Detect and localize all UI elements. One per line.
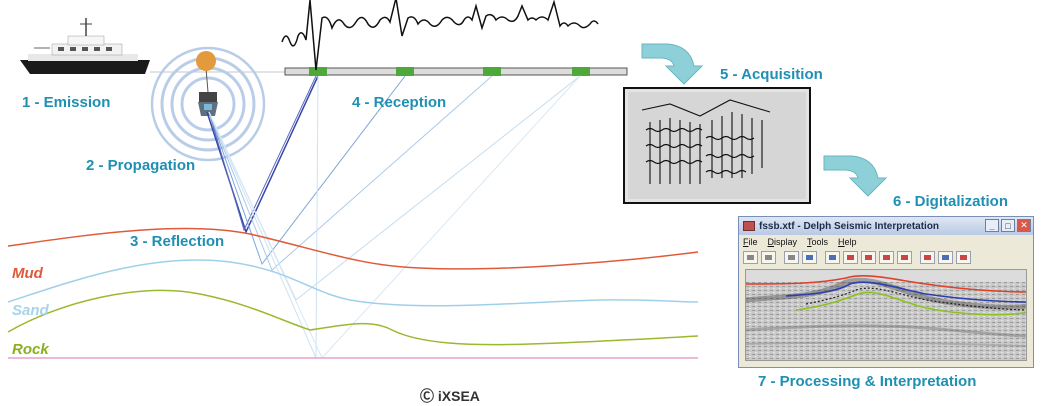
step-reflection-label: 3 - Reflection	[130, 233, 225, 250]
layer-mud-label: Mud	[12, 265, 43, 282]
window-toolbar	[739, 248, 1033, 266]
step-emission-label: 1 - Emission	[22, 94, 111, 111]
step-digitalization-label: 6 - Digitalization	[893, 193, 1009, 210]
select-zoom-icon[interactable]	[938, 250, 953, 264]
step-reception-label: 4 - Reception	[352, 94, 447, 111]
layer-tool-4-icon[interactable]	[897, 250, 912, 264]
layer-tool-3-icon[interactable]	[879, 250, 894, 264]
maximize-button[interactable]: □	[1001, 219, 1015, 232]
buoy-icon	[196, 51, 216, 71]
mud-layer-line	[7, 227, 699, 270]
app-icon	[743, 221, 755, 231]
window-menubar: File Display Tools Help	[739, 235, 1033, 248]
menu-help[interactable]: Help	[838, 236, 857, 247]
layer-tool-2-icon[interactable]	[861, 250, 876, 264]
menu-display[interactable]: Display	[767, 236, 798, 247]
save-icon[interactable]	[761, 250, 776, 264]
menu-tools[interactable]: Tools	[807, 236, 829, 247]
ship-icon	[20, 18, 150, 74]
seismic-profile-view[interactable]	[745, 269, 1027, 361]
window-title: fssb.xtf - Delph Seismic Interpretation	[759, 220, 940, 232]
zoom-icon[interactable]	[825, 250, 840, 264]
seismic-rays	[206, 75, 581, 359]
move-icon[interactable]	[956, 250, 971, 264]
step-acquisition-label: 5 - Acquisition	[720, 66, 823, 83]
window-titlebar: fssb.xtf - Delph Seismic Interpretation …	[739, 217, 1033, 235]
hydrophone-streamer	[284, 67, 628, 76]
print-preview-icon[interactable]	[802, 250, 817, 264]
menu-file[interactable]: File	[743, 236, 758, 247]
layer-rock-label: Rock	[12, 341, 49, 358]
sand-layer-line	[7, 259, 699, 307]
arrow-to-acquisition-icon	[641, 43, 704, 85]
close-button[interactable]: ✕	[1017, 219, 1031, 232]
received-waveform	[281, 0, 599, 71]
layer-tool-1-icon[interactable]	[843, 250, 858, 264]
pointer-icon[interactable]	[920, 250, 935, 264]
minimize-button[interactable]: _	[985, 219, 999, 232]
step-processing-label: 7 - Processing & Interpretation	[758, 373, 977, 390]
delph-software-window: fssb.xtf - Delph Seismic Interpretation …	[738, 216, 1034, 368]
open-icon[interactable]	[743, 250, 758, 264]
layer-sand-label: Sand	[12, 302, 49, 319]
copyright-caption: Ⓒ iXSEA	[420, 388, 480, 404]
seismic-diagram	[7, 0, 888, 359]
sound-source-icon	[198, 92, 218, 116]
rock-layer-line	[7, 289, 699, 346]
arrow-to-digitalization-icon	[823, 155, 888, 197]
step-propagation-label: 2 - Propagation	[86, 157, 196, 174]
print-icon[interactable]	[784, 250, 799, 264]
acquisition-image	[623, 87, 811, 204]
